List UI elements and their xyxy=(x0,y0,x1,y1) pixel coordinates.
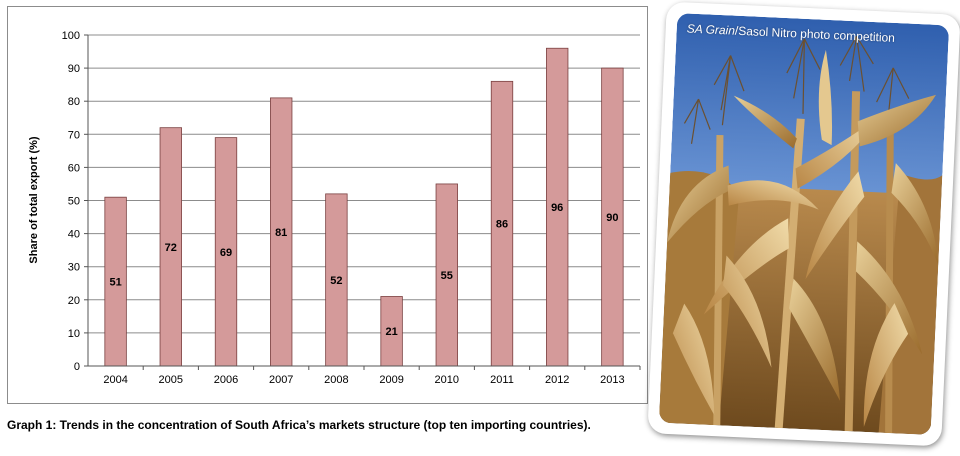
x-tick-label-2010: 2010 xyxy=(435,374,459,386)
maize-photo: SA Grain/Sasol Nitro photo competition xyxy=(658,13,950,435)
chart-frame: 51 72 69 81 52 21 55 86 96 90 0 10 20 30 40 50 60 70 80 90… xyxy=(7,6,648,404)
bars: 51 72 69 81 52 21 55 86 96 90 xyxy=(104,47,624,367)
y-tick-label-60: 60 xyxy=(68,162,80,174)
y-tick-label-30: 30 xyxy=(68,262,80,274)
x-tick-label-2007: 2007 xyxy=(269,374,293,386)
photo-credit-italic: SA Grain xyxy=(686,21,736,38)
y-tick-label-70: 70 xyxy=(68,129,80,141)
x-tick-label-2009: 2009 xyxy=(379,374,403,386)
data-label-2007: 81 xyxy=(275,227,287,239)
data-label-2013: 90 xyxy=(606,212,618,224)
data-label-2012: 96 xyxy=(551,202,563,214)
axes: 0 10 20 30 40 50 60 70 80 90 100 2004 2005 2006 2007 20… xyxy=(62,30,641,386)
data-label-2005: 72 xyxy=(165,242,177,254)
chart-caption: Graph 1: Trends in the concentration of … xyxy=(7,418,591,432)
x-tick-label-2004: 2004 xyxy=(103,374,127,386)
bar-chart: 51 72 69 81 52 21 55 86 96 90 0 10 20 30 40 50 60 70 80 90… xyxy=(28,30,641,386)
maize-illustration xyxy=(658,13,950,435)
x-tick-label-2013: 2013 xyxy=(600,374,624,386)
y-tick-label-20: 20 xyxy=(68,295,80,307)
x-tick-label-2011: 2011 xyxy=(490,374,514,386)
data-label-2008: 52 xyxy=(330,275,342,287)
y-tick-label-10: 10 xyxy=(68,328,80,340)
y-axis-title: Share of total export (%) xyxy=(28,136,40,263)
data-label-2009: 21 xyxy=(385,326,397,338)
x-tick-label-2012: 2012 xyxy=(545,374,569,386)
data-label-2006: 69 xyxy=(220,247,232,259)
data-label-2011: 86 xyxy=(496,219,508,231)
x-tick-label-2006: 2006 xyxy=(214,374,238,386)
y-tick-label-80: 80 xyxy=(68,96,80,108)
x-tick-label-2008: 2008 xyxy=(324,374,348,386)
data-label-2004: 51 xyxy=(109,277,121,289)
data-label-2010: 55 xyxy=(441,270,453,282)
x-tick-label-2005: 2005 xyxy=(159,374,183,386)
y-tick-label-40: 40 xyxy=(68,229,80,241)
y-tick-label-50: 50 xyxy=(68,196,80,208)
y-tick-label-0: 0 xyxy=(74,361,80,373)
photo-card: SA Grain/Sasol Nitro photo competition xyxy=(647,1,960,447)
y-tick-label-90: 90 xyxy=(68,63,80,75)
y-tick-label-100: 100 xyxy=(62,30,80,42)
